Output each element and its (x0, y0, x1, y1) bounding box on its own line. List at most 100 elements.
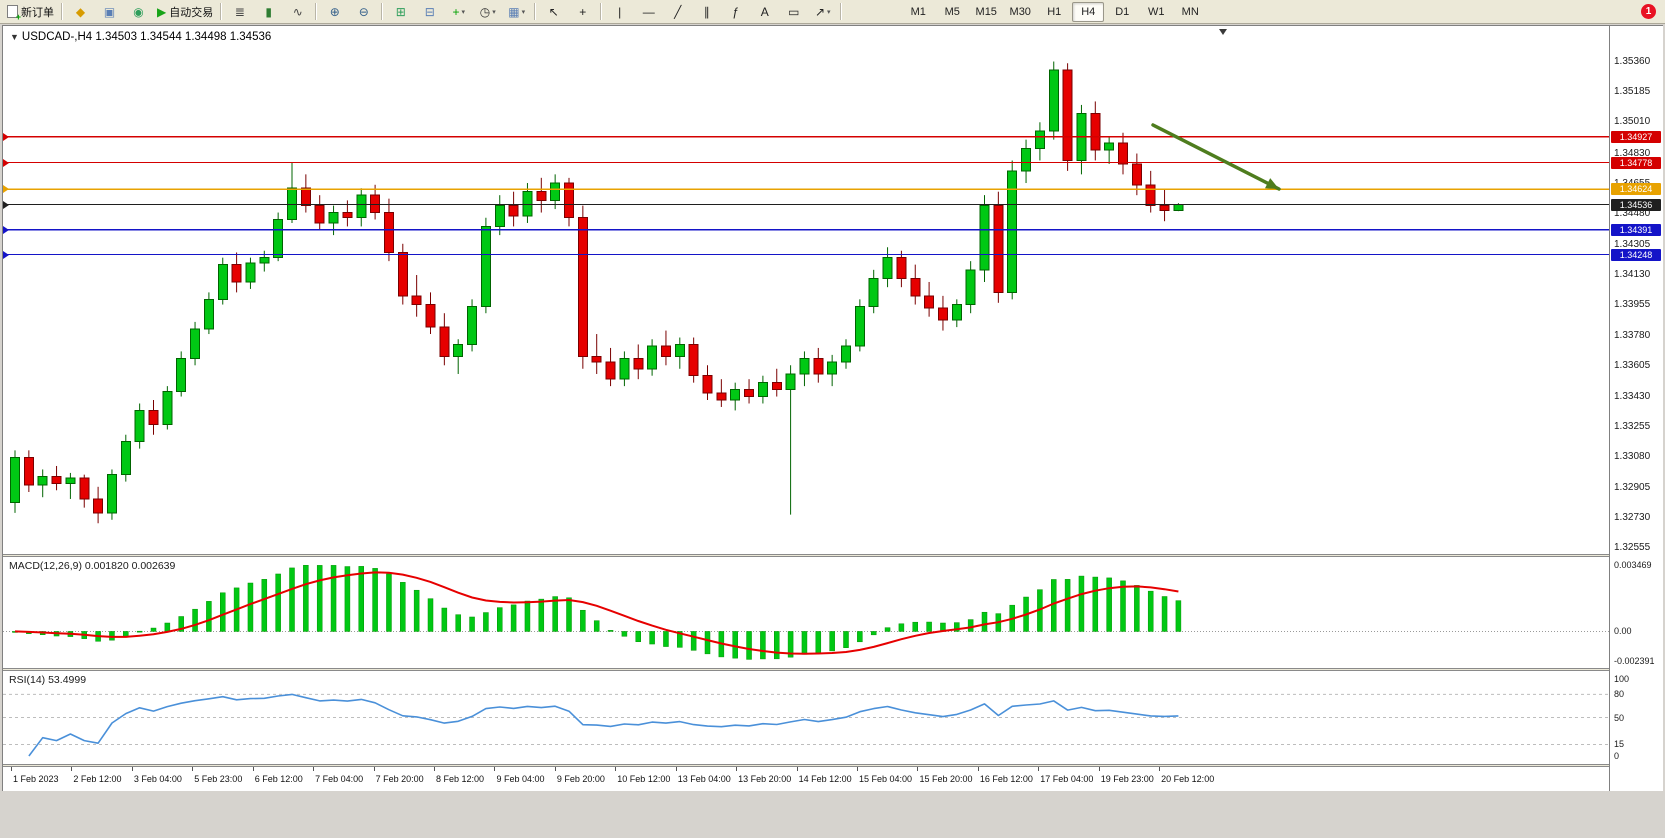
timeframe-m5-button[interactable]: M5 (944, 5, 960, 18)
dropdown-arrow-icon: ▾ (461, 8, 465, 16)
rsi-label: RSI(14) 53.4999 (9, 674, 87, 686)
time-axis-label: 20 Feb 12:00 (1161, 774, 1215, 784)
new-chart-button[interactable]: ⊞ (387, 1, 414, 22)
crosshair-icon: + (579, 4, 587, 19)
pane-divider[interactable] (3, 764, 1662, 767)
timeframe-m1-button[interactable]: M1 (910, 5, 926, 18)
chart-windows-button[interactable]: ⊟ (416, 1, 443, 22)
autotrading-button[interactable]: ▶ 自动交易 (154, 1, 216, 22)
macd-signal-line (14, 571, 1179, 655)
templates-icon: ▦ (508, 4, 520, 19)
arrows-button[interactable]: ↗ ▾ (809, 1, 836, 22)
timeframe-m30-button[interactable]: M30 (1009, 5, 1031, 18)
price-line-tag[interactable]: 1.34927 (1611, 130, 1661, 143)
toolbar-separator (534, 3, 537, 20)
pane-divider[interactable] (3, 554, 1662, 557)
crosshair-button[interactable]: + (569, 1, 596, 22)
metaeditor-button[interactable]: ◆ (67, 1, 94, 22)
time-axis-label: 1 Feb 2023 (13, 774, 59, 784)
zoom-in-icon: ⊕ (329, 4, 340, 19)
line-chart-button[interactable]: ∿ (284, 1, 311, 22)
market-watch-icon: ▣ (103, 4, 116, 19)
time-axis-tick (554, 767, 556, 771)
toolbar-separator (381, 3, 384, 20)
zoom-in-button[interactable]: ⊕ (321, 1, 348, 22)
time-axis[interactable]: 1 Feb 2023 2 Feb 12:00 3 Feb 04:00 5 Feb 23… (3, 767, 1609, 791)
time-axis-label: 9 Feb 20:00 (556, 774, 605, 784)
time-axis-tick (252, 767, 254, 771)
rsi-chart (3, 693, 1609, 757)
time-axis-tick (1159, 767, 1161, 771)
timeframe-m15-button[interactable]: M15 (975, 5, 997, 18)
pane-divider[interactable] (3, 668, 1662, 671)
text-icon: A (760, 4, 769, 19)
time-axis-tick (11, 767, 12, 771)
time-axis-label: 9 Feb 04:00 (496, 774, 545, 784)
trendline-button[interactable]: ╱ (664, 1, 691, 22)
timeframe-w1-button[interactable]: W1 (1147, 5, 1165, 18)
price-axis-label: 1.32555 (1614, 542, 1651, 554)
trendline-icon: ╱ (674, 4, 682, 19)
shapes-button[interactable]: ▭ (780, 1, 807, 22)
channel-button[interactable]: ∥ (693, 1, 720, 22)
indicator-axis-label: 80 (1614, 689, 1625, 700)
line-left-marker (3, 185, 9, 194)
toolbar-separator (315, 3, 318, 20)
price-axis-label: 1.34830 (1614, 147, 1651, 159)
indicator-axis-label: 50 (1614, 712, 1625, 723)
chart-title: ▼ USDCAD-,H4 1.34503 1.34544 1.34498 1.34… (10, 31, 271, 43)
timeframe-h4-button[interactable]: H4 (1072, 1, 1105, 22)
price-axis-label: 1.33780 (1614, 329, 1651, 341)
timeframe-mn-button[interactable]: MN (1181, 5, 1199, 18)
zoom-out-icon: ⊖ (358, 4, 369, 19)
cursor-button[interactable]: ↖ (540, 1, 567, 22)
timeframe-d1-button[interactable]: D1 (1115, 5, 1130, 18)
periods-icon: ◷ (479, 4, 491, 19)
shapes-icon: ▭ (788, 4, 800, 19)
line-left-marker (3, 200, 9, 209)
terminal-button[interactable]: ◉ (125, 1, 152, 22)
indicators-button[interactable]: + ▾ (445, 1, 472, 22)
candlestick-chart-button[interactable]: ▮ (255, 1, 282, 22)
channel-icon: ∥ (703, 4, 710, 19)
chart-shift-marker[interactable] (1219, 29, 1227, 35)
market-watch-button[interactable]: ▣ (96, 1, 123, 22)
price-line-tag[interactable]: 1.34778 (1611, 156, 1661, 169)
templates-button[interactable]: ▦ ▾ (503, 1, 530, 22)
toolbar-separator (220, 3, 223, 20)
time-axis-tick (192, 767, 194, 771)
horizontal-lines[interactable] (3, 136, 1609, 256)
bar-chart-button[interactable]: ≣ (226, 1, 253, 22)
price-chart[interactable] (3, 27, 1609, 555)
price-line-tag[interactable]: 1.34624 (1611, 183, 1661, 196)
toolbar-separator (600, 3, 603, 20)
zoom-out-button[interactable]: ⊖ (350, 1, 377, 22)
notification-badge[interactable]: 1 (1641, 4, 1656, 19)
price-line-tag[interactable]: 1.34536 (1611, 198, 1661, 211)
price-axis-label: 1.35185 (1614, 85, 1651, 97)
text-button[interactable]: A (751, 1, 778, 22)
line-left-marker (3, 132, 9, 141)
collapse-arrow-icon[interactable]: ▼ (10, 32, 19, 42)
vertical-line-button[interactable]: | (606, 1, 633, 22)
macd-chart[interactable] (3, 557, 1609, 668)
trend-arrow-annotation[interactable] (1151, 123, 1281, 191)
price-line-tag[interactable]: 1.34248 (1611, 248, 1661, 261)
macd-label: MACD(12,26,9) 0.001820 0.002639 (9, 560, 176, 572)
timeframe-h1-button[interactable]: H1 (1047, 5, 1062, 18)
macd-histogram (12, 565, 1182, 660)
periods-button[interactable]: ◷ ▾ (474, 1, 501, 22)
timeframe-toolbar: M1 M5 M15 M30 H1 H4 D1 W1 MN (901, 0, 1207, 23)
time-axis-label: 10 Feb 12:00 (617, 774, 671, 784)
time-axis-tick (736, 767, 738, 771)
time-axis-tick (1038, 767, 1040, 771)
horizontal-line-button[interactable]: — (635, 1, 662, 22)
chart-title-text: USDCAD-,H4 1.34503 1.34544 1.34498 1.345… (21, 31, 272, 43)
time-axis-label: 2 Feb 12:00 (73, 774, 122, 784)
price-axis[interactable]: 1.353601.351851.350101.348301.346551.344… (1609, 26, 1663, 791)
bars-chart-icon: ≣ (234, 4, 245, 19)
new-order-button[interactable]: 新订单 (4, 1, 57, 22)
fibonacci-button[interactable]: ƒ (722, 1, 749, 22)
toolbar-separator (61, 3, 63, 20)
price-line-tag[interactable]: 1.34391 (1611, 223, 1661, 236)
